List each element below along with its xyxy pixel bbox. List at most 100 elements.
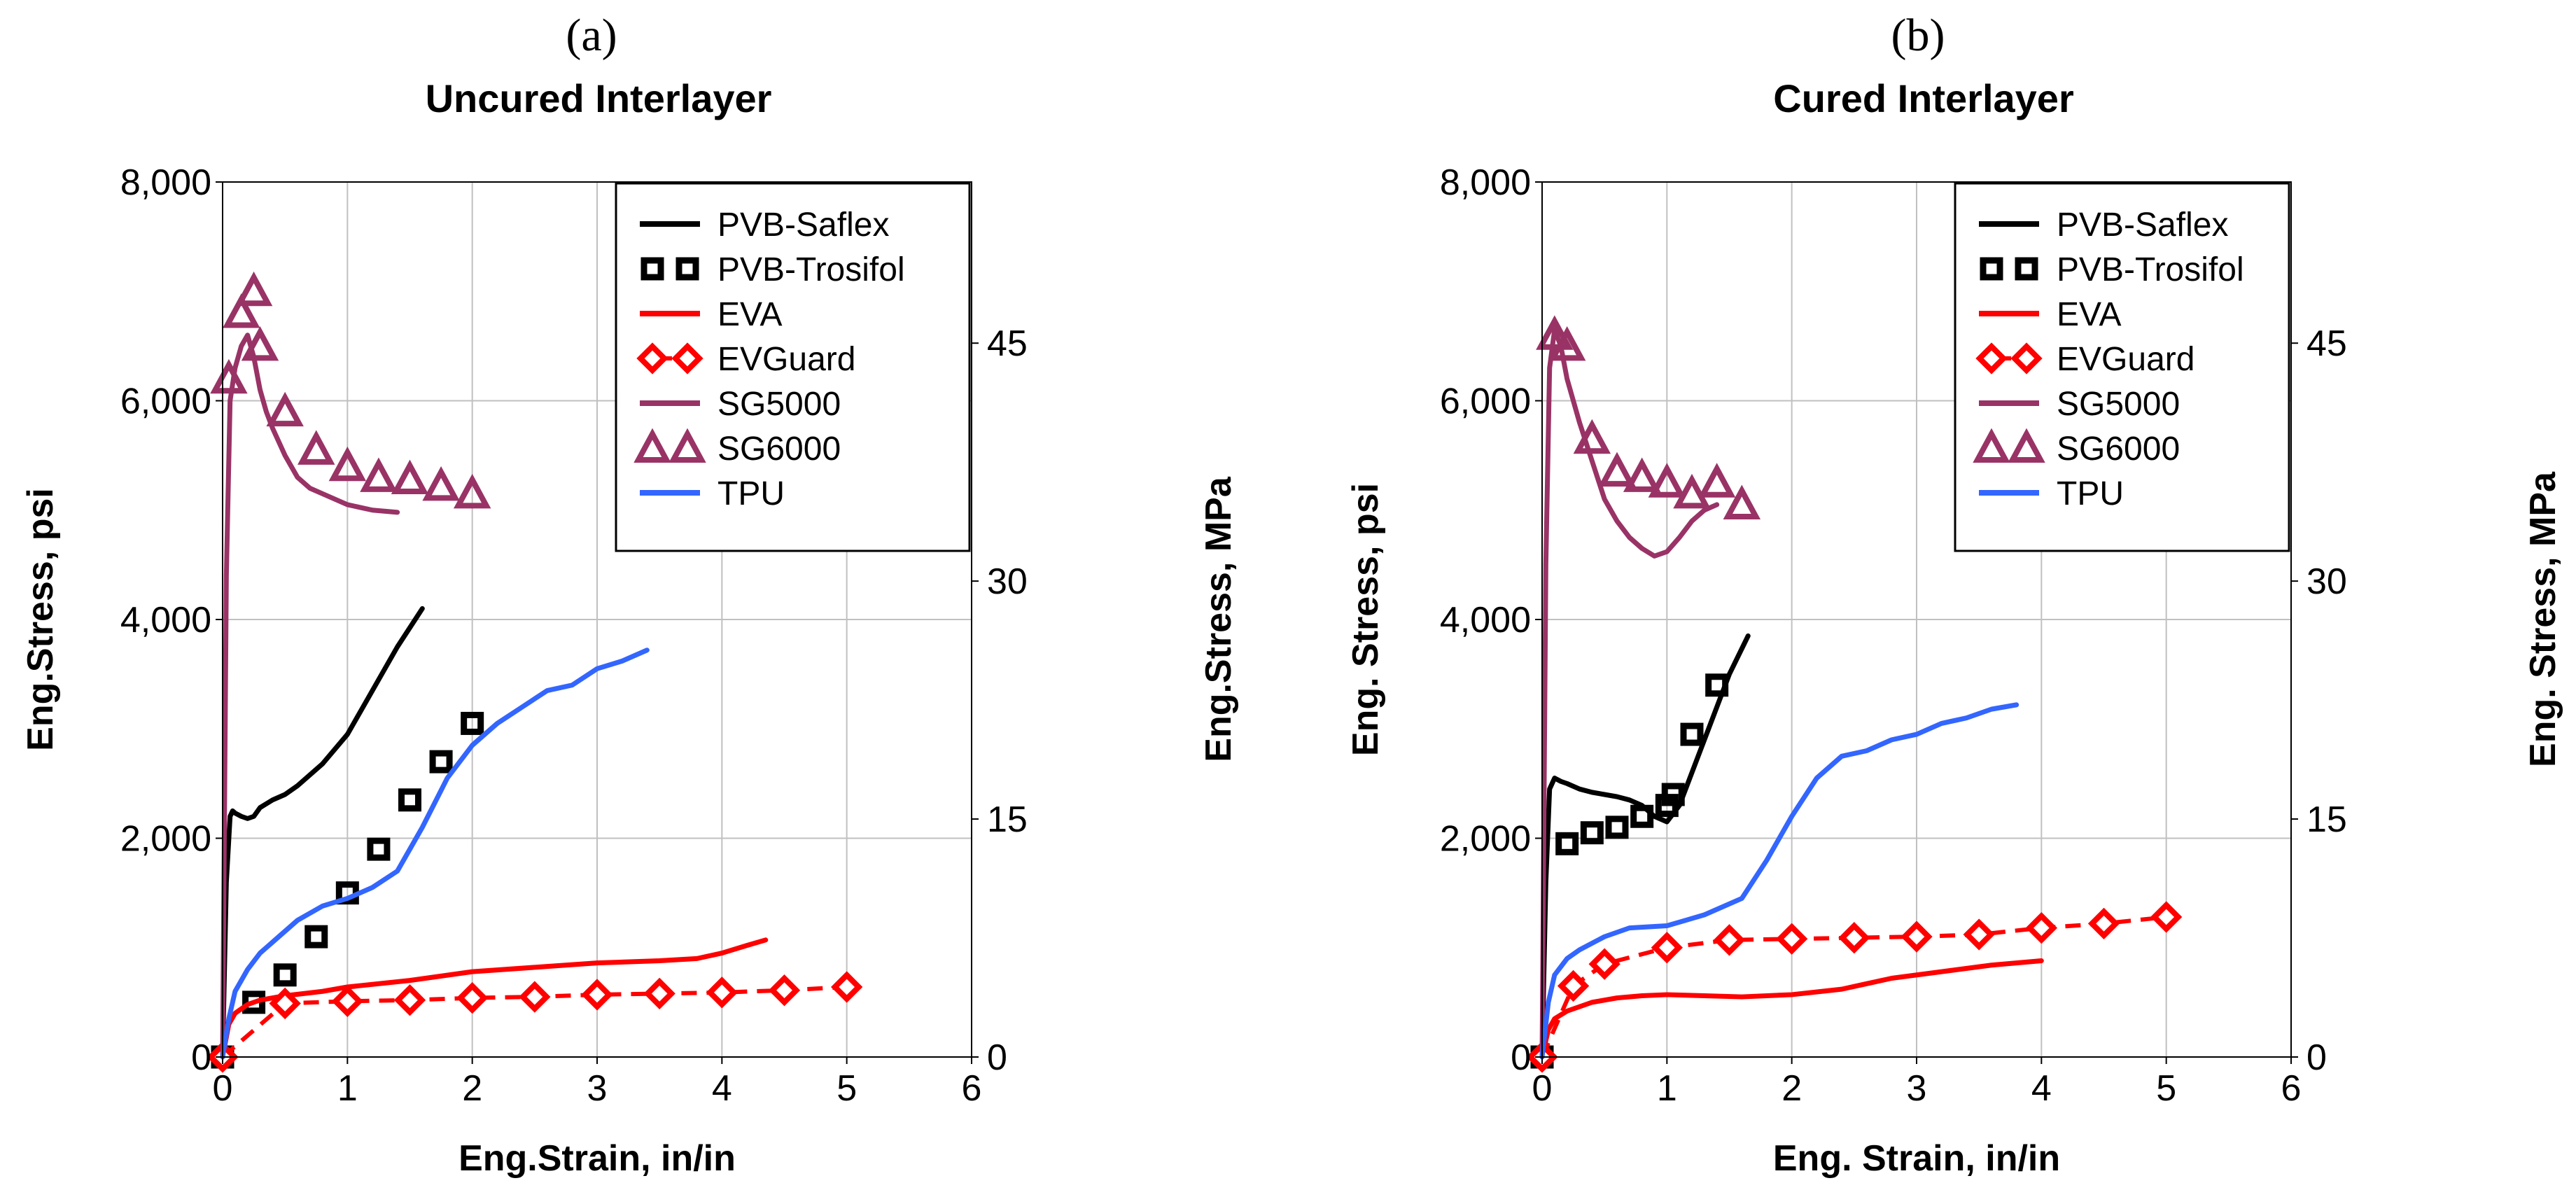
data-point-evguard <box>519 981 551 1013</box>
series-sg5000 <box>1539 327 1720 1060</box>
data-point-evguard <box>643 977 676 1010</box>
x-tick-label: 6 <box>2281 1068 2302 1109</box>
legend-marker <box>640 257 664 281</box>
data-point-sg6000 <box>223 293 260 328</box>
legend-item-tpu: TPU <box>1979 475 2124 512</box>
legend-marker <box>634 428 671 463</box>
y-tick-label: 6,000 <box>1440 382 1531 422</box>
legend-marker <box>2015 257 2038 281</box>
x-tick-label: 4 <box>712 1068 732 1109</box>
legend-a: PVB-Saflex PVB-Trosifol EVA EVGuard SG5000 SG… <box>615 182 971 552</box>
legend-item-evguard: EVGuard <box>636 341 855 378</box>
data-point-pvb-trosifol <box>429 750 453 774</box>
x-tick-label: 5 <box>836 1068 857 1109</box>
y-tick-label: 8,000 <box>120 162 211 203</box>
data-point-pvb-trosifol <box>1630 804 1654 828</box>
data-point-evguard <box>1900 920 1933 953</box>
data-point-sg6000 <box>1573 419 1611 454</box>
data-point-evguard <box>1588 948 1620 980</box>
x-tick-label: 3 <box>1907 1068 1927 1109</box>
legend-label: TPU <box>2057 475 2124 512</box>
legend-item-pvb-saflex: PVB-Saflex <box>640 206 889 244</box>
data-point-pvb-trosifol <box>1605 816 1629 839</box>
x-axis-title-a: Eng.Strain, in/in <box>458 1138 736 1179</box>
legend-marker <box>1973 428 2010 463</box>
data-point-evguard <box>2025 911 2057 944</box>
y2-tick-label: 15 <box>987 799 1028 840</box>
data-point-sg6000 <box>266 391 304 427</box>
x-tick-label: 5 <box>2156 1068 2176 1109</box>
data-point-sg6000 <box>422 465 460 501</box>
series-line-tpu <box>1539 702 2019 1060</box>
y2-axis-title-a: Eng.Stress, MPa <box>1198 476 1239 762</box>
data-point-evguard <box>456 981 489 1014</box>
series-line-sg5000 <box>1539 327 1720 1060</box>
series-tpu <box>1539 702 2019 1060</box>
series-pvb-trosifol <box>1530 673 1729 1069</box>
series-line-tpu <box>220 648 650 1060</box>
legend-item-sg6000: SG6000 <box>634 428 841 468</box>
data-point-pvb-trosifol <box>398 788 421 812</box>
y-tick-label: 2,000 <box>1440 819 1531 860</box>
legend-label: EVA <box>718 296 782 333</box>
data-point-pvb-trosifol <box>1661 783 1685 806</box>
y-tick-label: 4,000 <box>120 600 211 640</box>
series-eva <box>220 937 769 1060</box>
series-line-pvb-saflex <box>220 606 425 1060</box>
x-tick-label: 1 <box>1657 1068 1677 1109</box>
legend-label: EVGuard <box>2057 341 2194 378</box>
series-layer-b <box>1526 315 2183 1073</box>
legend-item-pvb-trosifol: PVB-Trosifol <box>640 251 905 288</box>
data-point-pvb-trosifol <box>1705 673 1729 697</box>
legend-box <box>615 182 971 552</box>
data-point-sg6000 <box>1623 457 1661 492</box>
legend-item-eva: EVA <box>640 296 782 333</box>
legend-marker <box>1975 342 2008 374</box>
y-tick-label: 2,000 <box>120 819 211 860</box>
data-point-pvb-trosifol <box>1555 832 1579 855</box>
x-tick-label: 2 <box>462 1068 482 1109</box>
data-point-sg6000 <box>1548 326 1586 361</box>
chart-title-b: Cured Interlayer <box>1773 76 2074 120</box>
legend-marker <box>2010 342 2043 374</box>
legend-item-sg5000: SG5000 <box>1979 386 2180 423</box>
data-point-sg6000 <box>298 430 335 465</box>
y-tick-label: 8,000 <box>1440 162 1531 203</box>
data-point-sg6000 <box>328 446 367 482</box>
y-axis-title-b: Eng. Stress, psi <box>1345 483 1386 756</box>
y-tick-label: 6,000 <box>120 382 211 422</box>
y-tick-label: 0 <box>191 1037 211 1078</box>
y-ticks-b: 0 2,000 4,000 6,000 8,000 <box>1440 162 1542 1078</box>
data-point-evguard <box>2150 901 2183 933</box>
data-point-evguard <box>1651 932 1683 964</box>
data-point-sg6000 <box>210 358 248 394</box>
series-sg6000 <box>1536 315 1761 519</box>
y2-tick-label: 30 <box>2306 561 2347 602</box>
data-point-evguard <box>831 971 863 1003</box>
data-point-pvb-trosifol <box>1580 821 1604 845</box>
data-point-sg6000 <box>1673 473 1711 509</box>
data-point-evguard <box>269 987 301 1020</box>
data-point-pvb-trosifol <box>242 990 266 1014</box>
x-ticks-b: 0 1 2 3 4 5 6 <box>1532 1057 2302 1109</box>
legend-marker <box>1980 257 2003 281</box>
legend-b: PVB-Saflex PVB-Trosifol EVA EVGuard SG5000 SG… <box>1954 182 2290 552</box>
data-point-sg6000 <box>1648 463 1686 498</box>
legend-box <box>1954 182 2290 552</box>
data-point-evguard <box>1963 918 1995 951</box>
y2-axis-title-b: Eng. Stress, MPa <box>2523 471 2563 767</box>
series-line-eva <box>1539 958 2044 1060</box>
data-point-pvb-trosifol <box>273 963 297 987</box>
data-point-sg6000 <box>453 473 491 509</box>
legend-item-eva: EVA <box>1979 296 2121 333</box>
data-point-sg6000 <box>1598 451 1636 487</box>
legend-label: TPU <box>718 475 785 512</box>
data-point-sg6000 <box>360 457 398 492</box>
data-point-pvb-trosifol <box>1680 722 1704 746</box>
x-axis-title-b: Eng. Strain, in/in <box>1773 1138 2060 1179</box>
data-point-sg6000 <box>1698 463 1736 498</box>
data-point-evguard <box>1776 923 1808 955</box>
data-point-pvb-trosifol <box>461 711 484 735</box>
data-point-evguard <box>706 976 738 1009</box>
